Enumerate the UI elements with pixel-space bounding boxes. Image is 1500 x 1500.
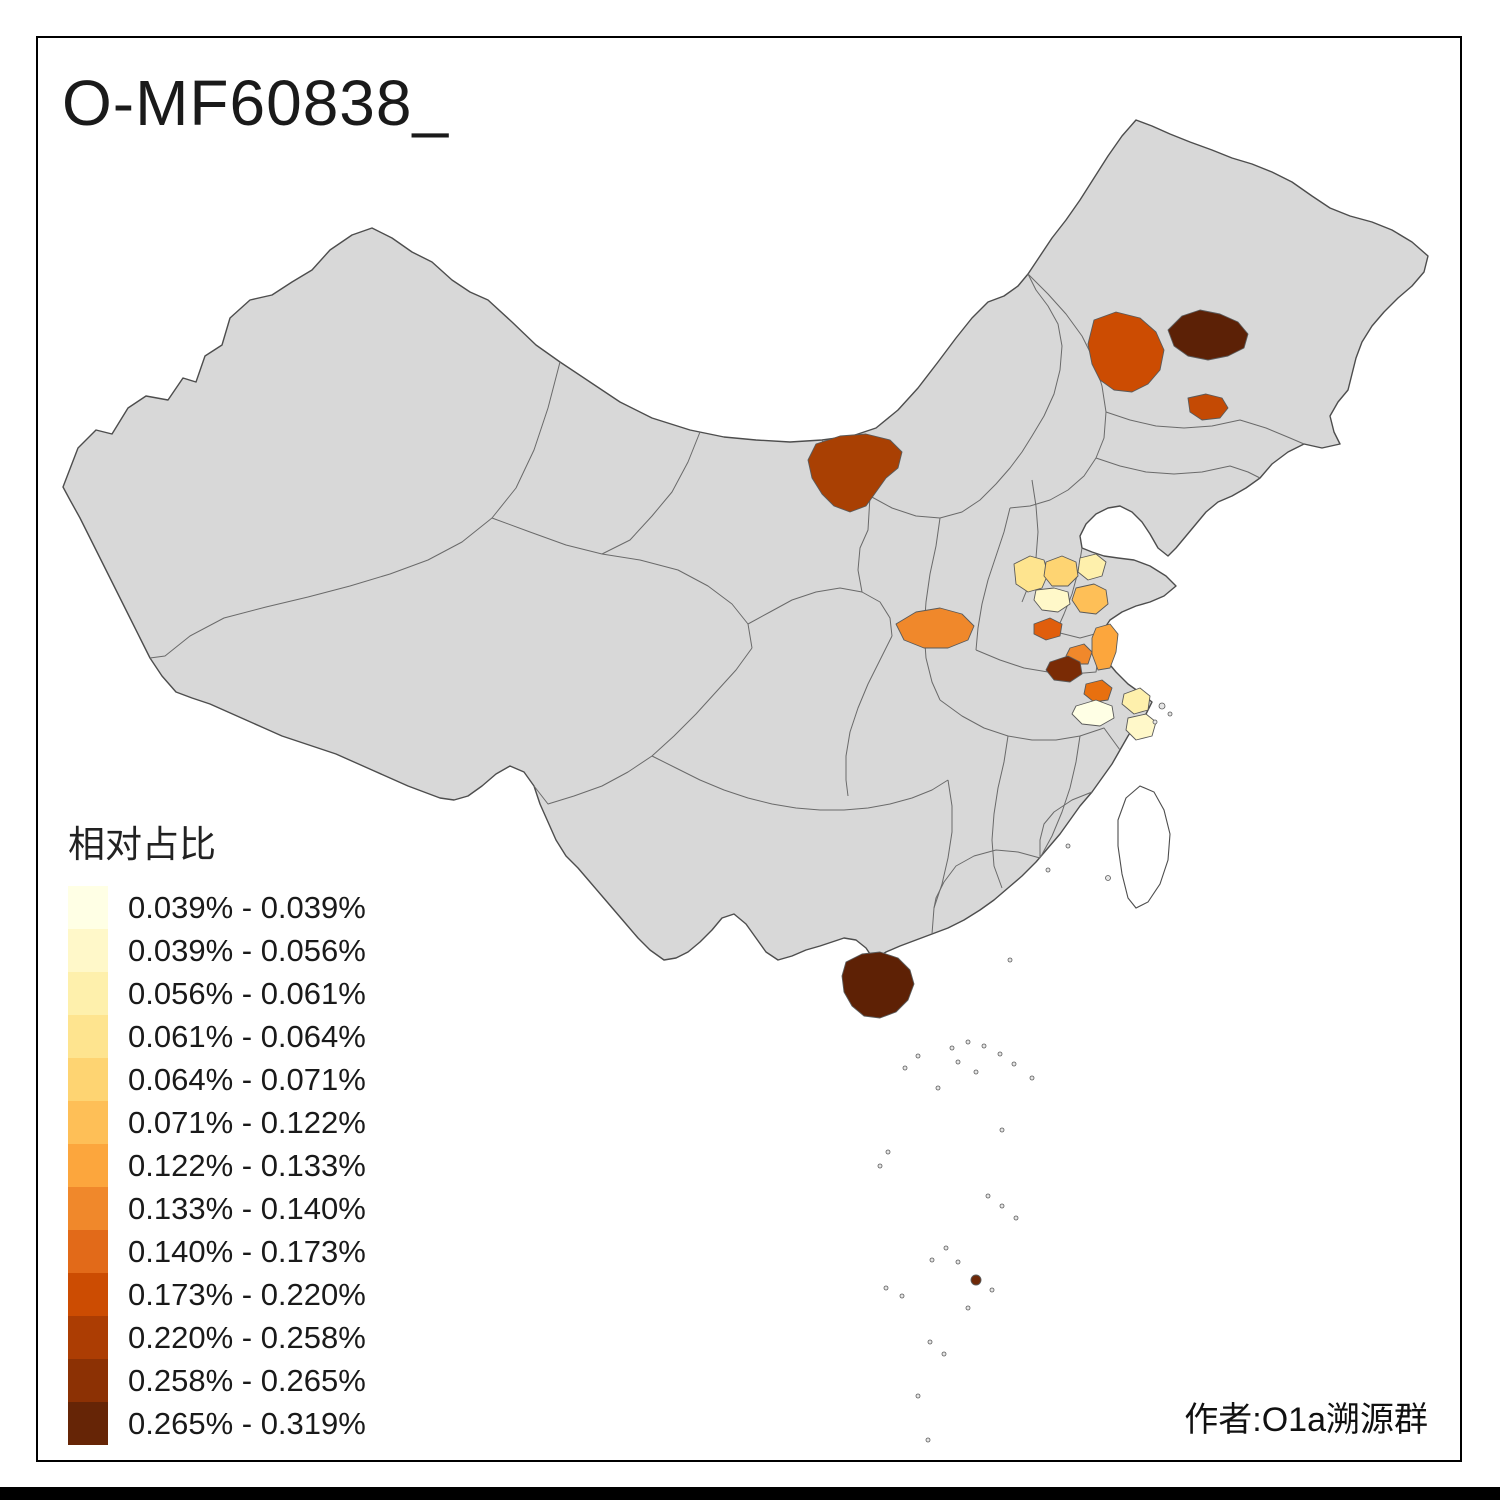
legend-item: 0.064% - 0.071% <box>68 1058 366 1101</box>
legend-swatch <box>68 1230 108 1273</box>
choropleth-region <box>1083 679 1113 703</box>
page-title: O-MF60838_ <box>62 67 450 139</box>
attribution-text: 作者:O1a溯源群 <box>1184 1401 1428 1439</box>
hainan-island-region <box>841 951 915 1019</box>
legend-swatch <box>68 1273 108 1316</box>
legend-label: 0.133% - 0.140% <box>128 1190 366 1226</box>
legend-item: 0.173% - 0.220% <box>68 1273 366 1316</box>
choropleth-region <box>1033 587 1071 613</box>
legend-item: 0.220% - 0.258% <box>68 1316 366 1359</box>
choropleth-region <box>1077 553 1107 581</box>
legend-items: 0.039% - 0.039% 0.039% - 0.056% 0.056% - 0… <box>68 886 366 1445</box>
footer-bar <box>0 1487 1500 1500</box>
legend: 相对占比 0.039% - 0.039% 0.039% - 0.056% 0.056… <box>68 814 366 1445</box>
legend-label: 0.064% - 0.071% <box>128 1061 366 1097</box>
choropleth-region <box>1091 623 1119 671</box>
legend-item: 0.061% - 0.064% <box>68 1015 366 1058</box>
choropleth-region <box>1187 393 1229 421</box>
legend-item: 0.133% - 0.140% <box>68 1187 366 1230</box>
legend-swatch <box>68 1316 108 1359</box>
legend-item: 0.122% - 0.133% <box>68 1144 366 1187</box>
choropleth-region <box>895 607 975 649</box>
legend-swatch <box>68 1101 108 1144</box>
legend-label: 0.122% - 0.133% <box>128 1147 366 1183</box>
south-sea-islet-region <box>970 1274 982 1286</box>
legend-label: 0.071% - 0.122% <box>128 1104 366 1140</box>
legend-label: 0.173% - 0.220% <box>128 1276 366 1312</box>
legend-swatch <box>68 1015 108 1058</box>
choropleth-region <box>1071 699 1115 727</box>
legend-swatch <box>68 929 108 972</box>
legend-label: 0.061% - 0.064% <box>128 1018 366 1054</box>
legend-item: 0.056% - 0.061% <box>68 972 366 1015</box>
choropleth-region <box>1013 555 1049 593</box>
legend-label: 0.265% - 0.319% <box>128 1405 366 1441</box>
legend-swatch <box>68 886 108 929</box>
legend-item: 0.265% - 0.319% <box>68 1402 366 1445</box>
legend-label: 0.140% - 0.173% <box>128 1233 366 1269</box>
legend-item: 0.071% - 0.122% <box>68 1101 366 1144</box>
choropleth-region <box>1033 617 1063 641</box>
choropleth-region <box>1125 713 1157 741</box>
province-borders <box>149 273 1305 935</box>
choropleth-regions <box>807 309 1249 1286</box>
choropleth-region <box>1071 583 1109 615</box>
legend-item: 0.258% - 0.265% <box>68 1359 366 1402</box>
legend-label: 0.258% - 0.265% <box>128 1362 366 1398</box>
legend-label: 0.056% - 0.061% <box>128 975 366 1011</box>
legend-swatch <box>68 1359 108 1402</box>
legend-item: 0.039% - 0.056% <box>68 929 366 972</box>
legend-swatch <box>68 1144 108 1187</box>
islands <box>877 702 1173 1443</box>
choropleth-region <box>1043 555 1079 587</box>
choropleth-region <box>807 433 903 513</box>
legend-swatch <box>68 1402 108 1445</box>
legend-label: 0.220% - 0.258% <box>128 1319 366 1355</box>
choropleth-region <box>1045 655 1083 683</box>
legend-swatch <box>68 1058 108 1101</box>
legend-item: 0.140% - 0.173% <box>68 1230 366 1273</box>
legend-swatch <box>68 972 108 1015</box>
legend-swatch <box>68 1187 108 1230</box>
taiwan-island <box>1117 785 1171 909</box>
legend-label: 0.039% - 0.056% <box>128 932 366 968</box>
choropleth-region <box>1087 311 1165 393</box>
choropleth-region <box>1121 687 1151 715</box>
legend-title: 相对占比 <box>68 824 216 865</box>
choropleth-region <box>1167 309 1249 361</box>
legend-item: 0.039% - 0.039% <box>68 886 366 929</box>
legend-label: 0.039% - 0.039% <box>128 889 366 925</box>
